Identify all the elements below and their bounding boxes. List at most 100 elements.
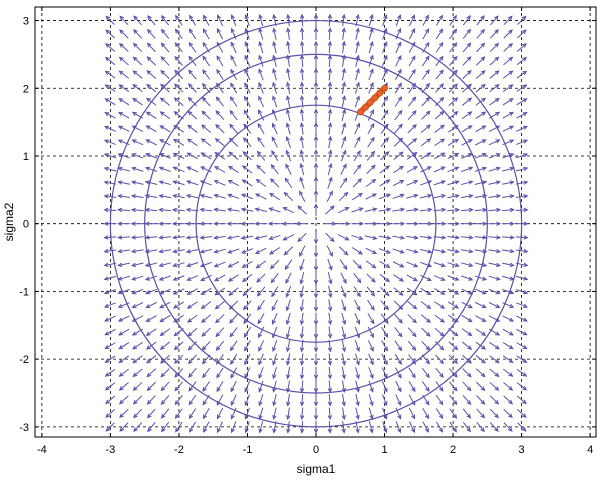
field-arrow-head bbox=[174, 413, 180, 419]
field-arrow bbox=[258, 394, 264, 406]
field-arrow-head bbox=[522, 125, 528, 130]
field-arrow bbox=[381, 55, 388, 67]
field-arrow-head bbox=[452, 55, 458, 61]
field-arrow-head bbox=[199, 235, 205, 240]
field-arrow-head bbox=[188, 55, 193, 61]
field-arrow bbox=[422, 421, 429, 433]
field-arrow bbox=[392, 235, 405, 239]
field-arrow-head bbox=[508, 358, 514, 364]
field-arrow bbox=[408, 42, 416, 53]
field-arrow bbox=[434, 111, 445, 120]
field-arrow-head bbox=[452, 386, 458, 392]
field-arrow bbox=[201, 110, 211, 120]
field-arrow bbox=[447, 262, 459, 267]
field-arrow bbox=[489, 84, 500, 93]
field-arrow-head bbox=[103, 235, 109, 240]
field-arrow-head bbox=[523, 262, 529, 267]
field-arrow bbox=[118, 98, 130, 106]
field-arrow bbox=[462, 408, 471, 419]
field-arrow-head bbox=[466, 42, 472, 48]
field-arrow bbox=[257, 313, 265, 324]
field-arrow-head bbox=[328, 149, 333, 155]
field-arrow bbox=[502, 209, 514, 212]
field-arrow-head bbox=[522, 331, 528, 336]
field-arrow bbox=[422, 381, 430, 392]
field-arrow-head bbox=[244, 414, 249, 420]
field-arrow-head bbox=[328, 190, 333, 196]
field-arrow-head bbox=[257, 136, 262, 142]
field-arrow-head bbox=[132, 84, 138, 89]
field-arrow-head bbox=[454, 235, 461, 240]
field-arrow bbox=[201, 314, 212, 323]
field-arrow bbox=[461, 275, 473, 281]
field-arrow bbox=[273, 41, 277, 54]
field-arrow bbox=[215, 327, 225, 337]
field-arrow bbox=[286, 123, 291, 135]
field-arrow bbox=[132, 275, 144, 281]
field-arrow-head bbox=[466, 69, 472, 75]
field-arrow bbox=[407, 314, 417, 323]
field-arrow bbox=[395, 407, 401, 419]
field-arrow bbox=[433, 249, 446, 253]
field-arrow bbox=[353, 164, 362, 175]
field-arrow bbox=[230, 42, 237, 54]
field-arrow bbox=[174, 42, 183, 53]
field-arrow-head bbox=[327, 135, 333, 141]
field-arrow bbox=[174, 354, 184, 364]
field-arrow bbox=[354, 82, 360, 94]
field-arrow bbox=[489, 56, 499, 66]
field-arrow-head bbox=[481, 345, 487, 350]
field-arrow bbox=[380, 123, 389, 134]
field-arrow-head bbox=[341, 347, 347, 353]
field-arrow bbox=[216, 69, 224, 80]
field-arrow-head bbox=[341, 81, 347, 87]
field-arrow-head bbox=[452, 413, 458, 419]
field-arrow bbox=[160, 97, 171, 106]
field-arrow-head bbox=[283, 191, 289, 197]
field-arrow-head bbox=[494, 29, 499, 34]
field-arrow bbox=[502, 167, 514, 172]
field-arrow-head bbox=[441, 193, 447, 199]
field-arrow bbox=[147, 56, 156, 66]
field-arrow bbox=[447, 209, 459, 212]
field-arrow bbox=[243, 313, 252, 324]
field-arrow bbox=[460, 249, 473, 253]
field-arrow-head bbox=[494, 358, 500, 364]
field-arrow-head bbox=[424, 427, 429, 433]
field-arrow-head bbox=[328, 265, 333, 271]
field-arrow bbox=[503, 422, 513, 432]
field-arrow bbox=[341, 339, 346, 352]
field-arrow-head bbox=[313, 239, 319, 245]
field-arrow bbox=[517, 422, 527, 432]
field-arrow-head bbox=[341, 13, 346, 19]
field-arrow bbox=[433, 262, 446, 267]
field-arrow bbox=[502, 98, 514, 106]
field-arrow bbox=[131, 249, 144, 253]
field-arrow bbox=[353, 272, 362, 283]
field-arrow-head bbox=[327, 320, 333, 326]
field-arrow bbox=[395, 55, 402, 67]
field-arrow-head bbox=[482, 194, 488, 199]
field-arrow-head bbox=[172, 180, 178, 185]
field-arrow bbox=[269, 247, 281, 255]
field-arrow bbox=[301, 326, 304, 338]
field-arrow bbox=[202, 367, 211, 378]
field-arrow bbox=[258, 82, 264, 94]
field-arrow-head bbox=[103, 276, 109, 281]
field-arrow bbox=[131, 195, 144, 198]
field-arrow bbox=[132, 181, 144, 185]
field-arrow-head bbox=[299, 67, 305, 73]
field-arrow bbox=[435, 42, 444, 53]
field-arrow bbox=[216, 367, 224, 378]
field-arrow bbox=[244, 55, 251, 67]
field-arrow bbox=[258, 41, 264, 54]
field-arrow bbox=[188, 69, 197, 80]
field-arrow-head bbox=[217, 428, 222, 434]
field-arrow bbox=[173, 139, 185, 146]
field-arrow bbox=[118, 289, 130, 294]
field-arrow-head bbox=[454, 207, 461, 213]
field-arrow bbox=[393, 274, 404, 282]
field-arrow bbox=[272, 366, 277, 379]
field-arrow-head bbox=[397, 373, 402, 379]
field-arrow bbox=[255, 247, 267, 254]
